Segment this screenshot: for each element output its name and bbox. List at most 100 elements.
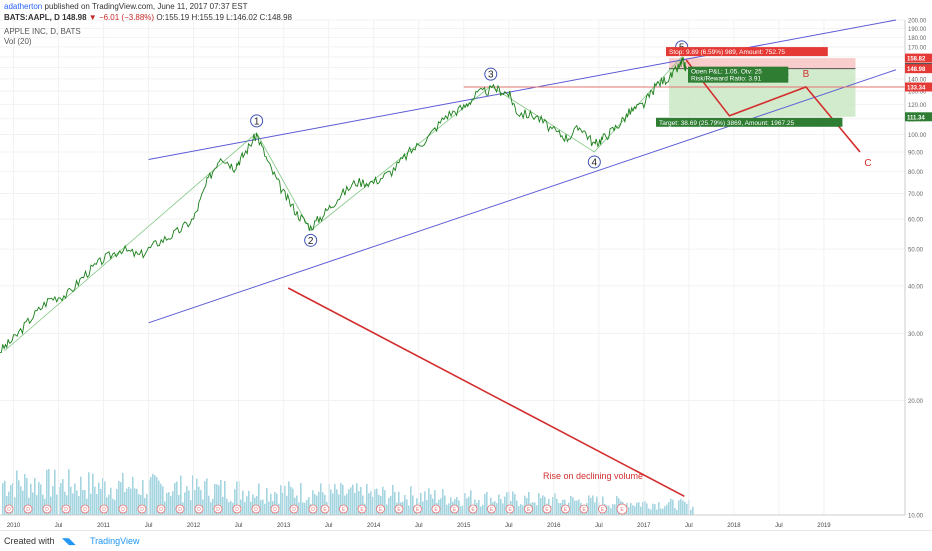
volume-bar (442, 489, 444, 515)
volume-bar (656, 509, 658, 515)
stop-label-bg (666, 47, 828, 57)
volume-bar (408, 505, 410, 515)
dividend-marker (194, 504, 204, 514)
volume-bar (308, 497, 310, 515)
volume-bar (658, 502, 660, 515)
volume-bar (378, 494, 380, 515)
volume-bar (290, 486, 292, 515)
dividend-marker (289, 504, 299, 514)
volume-bar (394, 491, 396, 515)
dividend-marker-letter: D (45, 507, 49, 513)
volume-bar (536, 505, 538, 515)
x-tick-label: Jul (505, 523, 513, 529)
volume-bar (612, 504, 614, 515)
volume-bar (136, 488, 138, 515)
volume-bar (302, 502, 304, 515)
volume-bar (38, 481, 40, 515)
volume-bar (434, 490, 436, 515)
volume-bar (610, 508, 612, 515)
volume-bar (82, 489, 84, 515)
earnings-marker-letter: E (508, 507, 512, 513)
dividend-marker (308, 504, 318, 514)
volume-bar (334, 484, 336, 515)
earnings-marker-letter: E (601, 507, 605, 513)
volume-bar (654, 504, 656, 515)
volume-bar (280, 485, 282, 515)
dividend-marker-letter: D (178, 507, 182, 513)
tradingview-logo-icon[interactable]: ◥◣ (62, 536, 76, 546)
dividend-marker-letter: D (273, 507, 277, 513)
tradingview-brand[interactable]: TradingView (90, 536, 140, 546)
volume-bar (88, 472, 90, 515)
volume-bar (154, 475, 156, 515)
price-change: ▼ −6.01 (−3.88%) (88, 13, 155, 22)
volume-bar (664, 506, 666, 515)
volume-bar (464, 493, 466, 515)
volume-trend-text: Rise on declining volume (543, 471, 643, 481)
volume-bar (250, 501, 252, 515)
volume-bar (248, 490, 250, 515)
x-tick-label: 2012 (187, 523, 201, 529)
earnings-marker-letter: E (360, 507, 364, 513)
volume-bar (276, 493, 278, 515)
volume-bar (120, 482, 122, 515)
volume-bar (196, 478, 198, 515)
volume-bar (552, 497, 554, 515)
volume-bar (462, 505, 464, 515)
volume-bar (96, 493, 98, 515)
volume-bar (114, 500, 116, 515)
volume-bar (668, 502, 670, 515)
earnings-marker (487, 504, 496, 514)
volume-bar (46, 469, 48, 515)
volume-bar (298, 502, 300, 515)
volume-bar (556, 498, 558, 515)
price-chart[interactable]: 12345BCStop: 9.89 (6.59%) 989, Amount: 7… (0, 0, 932, 530)
volume-bar (322, 492, 324, 515)
volume-bar (520, 504, 522, 515)
earnings-marker (579, 504, 589, 514)
earnings-marker (339, 504, 348, 514)
y-tick-label: 190.00 (908, 27, 927, 33)
publisher-name[interactable]: adatherton (4, 2, 43, 11)
target-label-bg (656, 117, 843, 127)
dividend-marker-letter: D (26, 507, 30, 513)
volume-bar (304, 502, 306, 515)
dividend-marker-letter: D (254, 507, 258, 513)
volume-bar (190, 500, 192, 515)
volume-bar (212, 498, 214, 515)
volume-bar (428, 488, 430, 515)
wave-label-circle (250, 114, 264, 128)
dividend-marker-letter: D (64, 507, 68, 513)
volume-bar (576, 500, 578, 515)
channel-lower-line (148, 69, 897, 324)
volume-bar (512, 491, 514, 515)
volume-bar (352, 484, 354, 515)
volume-bar (74, 483, 76, 515)
volume-bar (662, 508, 664, 515)
volume-bar (572, 497, 574, 515)
volume-bar (470, 490, 472, 515)
volume-bar (42, 494, 44, 515)
volume-bar (674, 507, 676, 515)
volume-bar (340, 482, 342, 515)
volume-bar (170, 496, 172, 515)
volume-bar (258, 483, 260, 515)
volume-bar (460, 506, 462, 515)
volume-bar (162, 486, 164, 515)
volume-bar (522, 505, 524, 515)
volume-bar (652, 503, 654, 515)
volume-bar (270, 493, 272, 515)
dividend-marker-letter: D (159, 507, 163, 513)
volume-bar (632, 505, 634, 515)
price-badge: 148.98 (907, 67, 926, 73)
volume-bar (590, 497, 592, 515)
volume-bar (616, 495, 618, 515)
dividend-marker-letter: D (311, 507, 315, 513)
volume-bar (16, 470, 18, 515)
earnings-marker (450, 504, 459, 514)
dividend-marker (270, 504, 280, 514)
volume-bar (156, 477, 158, 515)
volume-trend-line (287, 287, 685, 497)
earnings-marker-letter: E (323, 507, 327, 513)
y-tick-label: 60.00 (908, 217, 924, 223)
